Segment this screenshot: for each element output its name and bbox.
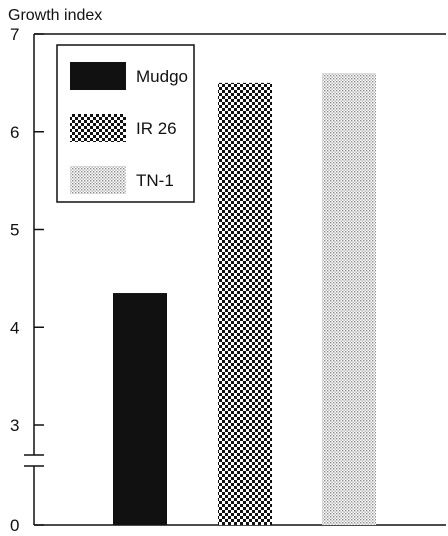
y-tick-label: 4: [10, 318, 19, 337]
y-tick-label: 7: [10, 25, 19, 44]
legend-label: TN-1: [136, 171, 174, 190]
bar-tn-1: [322, 73, 376, 525]
axes: [24, 33, 446, 526]
y-ticks: 0 3 4 5 6 7: [10, 25, 44, 535]
y-tick-label: 6: [10, 123, 19, 142]
legend-label: Mudgo: [136, 67, 188, 86]
legend-swatch: [70, 62, 126, 90]
y-tick-label: 0: [10, 516, 19, 535]
bars: [113, 73, 376, 525]
legend: Mudgo IR 26 TN-1: [56, 44, 195, 203]
legend-swatch: [70, 166, 126, 194]
y-axis-label: Growth index: [8, 7, 102, 24]
legend-label: IR 26: [136, 119, 177, 138]
y-tick-label: 5: [10, 221, 19, 240]
bar-mudgo: [113, 293, 167, 525]
y-tick-label: 3: [10, 416, 19, 435]
bar-ir-26: [218, 82, 272, 525]
legend-swatch: [70, 114, 126, 142]
